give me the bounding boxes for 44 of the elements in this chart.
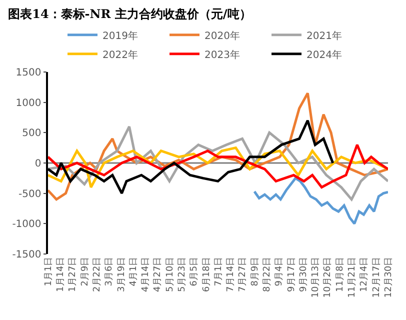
x-tick-label: 2月9日 — [80, 256, 90, 286]
x-tick-label: 1月1日 — [44, 256, 54, 286]
x-tick-label: 8月22日 — [262, 256, 272, 292]
x-tick-label: 11月21日 — [347, 256, 358, 298]
x-tick-label: 9月17日 — [286, 256, 297, 292]
x-tick-label: 3月19日 — [116, 256, 127, 292]
x-tick-label: 7月27日 — [238, 256, 248, 292]
x-tick-label: 3月6日 — [104, 256, 115, 286]
x-tick-label: 10月26日 — [323, 256, 334, 298]
x-tick-label: 4月14日 — [141, 256, 152, 292]
x-tick-label: 12月4日 — [360, 256, 370, 292]
x-tick-label: 5月10日 — [165, 256, 176, 292]
y-tick-label: 1500 — [16, 68, 42, 78]
chart-title: 图表14：泰标-NR 主力合约收盘价（元/吨） — [8, 7, 252, 21]
legend-label: 2024年 — [306, 48, 342, 61]
x-tick-label: 12月17日 — [372, 256, 382, 298]
x-tick-label: 2月22日 — [92, 256, 102, 292]
y-tick-label: 0 — [34, 158, 42, 170]
x-tick-label: 10月13日 — [311, 256, 322, 298]
y-tick-label: 500 — [22, 128, 42, 140]
x-tick-label: 1月14日 — [56, 256, 66, 292]
y-tick-label: -500 — [18, 188, 42, 200]
x-tick-label: 4月1日 — [128, 256, 139, 286]
x-tick-label: 11月8日 — [335, 256, 346, 292]
y-tick-label: -1500 — [12, 250, 42, 260]
legend-label: 2023年 — [204, 48, 240, 61]
y-tick-label: -1000 — [12, 219, 42, 230]
x-tick-label: 6月18日 — [202, 256, 212, 292]
x-tick-label: 9月4日 — [274, 256, 285, 286]
legend-label: 2021年 — [306, 30, 342, 42]
legend-label: 2022年 — [102, 48, 138, 61]
x-tick-label: 9月30日 — [298, 256, 309, 292]
legend-label: 2020年 — [204, 30, 240, 42]
x-tick-label: 1月27日 — [68, 256, 78, 292]
x-tick-label: 5月23日 — [177, 256, 188, 292]
x-tick-label: 8月9日 — [250, 256, 260, 286]
x-tick-label: 7月14日 — [226, 256, 236, 292]
x-tick-label: 7月1日 — [214, 256, 224, 286]
x-tick-label: 6月5日 — [190, 256, 200, 286]
line-series — [253, 176, 388, 225]
y-tick-label: 1000 — [16, 98, 42, 109]
x-tick-label: 12月30日 — [384, 256, 394, 298]
x-tick-label: 4月27日 — [153, 256, 164, 292]
legend-label: 2019年 — [102, 30, 138, 42]
